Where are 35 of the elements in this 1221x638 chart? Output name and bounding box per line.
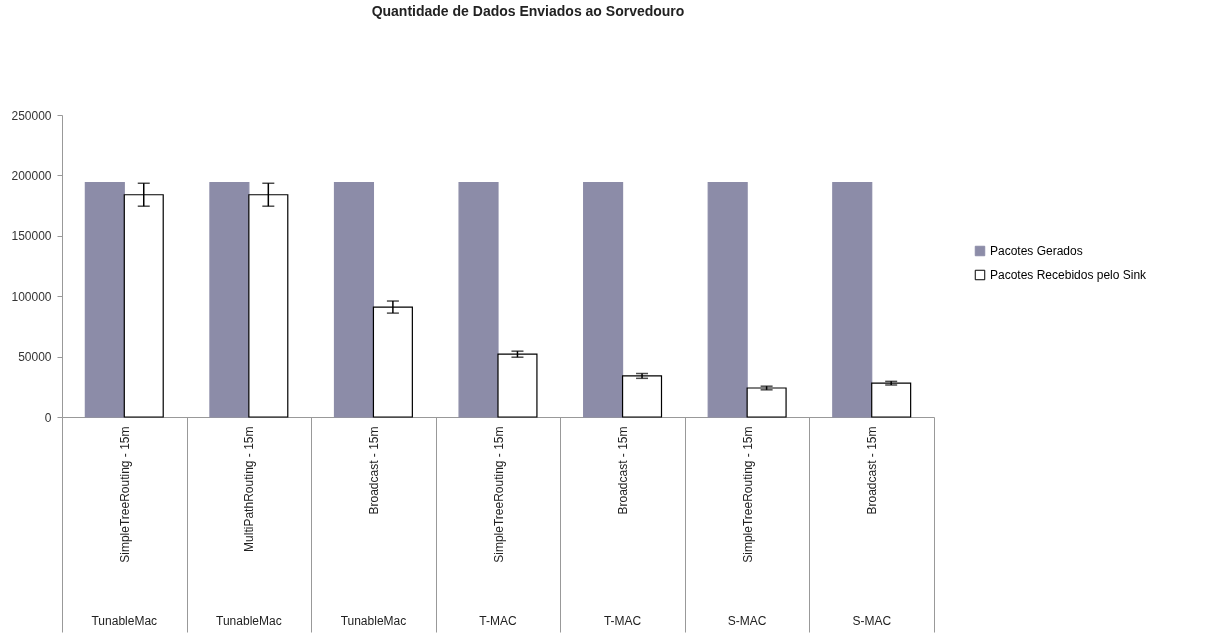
y-tick-label: 200000	[11, 168, 52, 183]
chart-title: Quantidade de Dados Enviados ao Sorvedouro	[371, 3, 685, 19]
text: TunableMac	[340, 614, 407, 628]
x-tick-label: Broadcast - 15m	[366, 426, 381, 515]
legend-label: Pacotes Recebidos pelo Sink	[990, 268, 1148, 282]
bar	[583, 182, 624, 418]
y-tick-label: 250000	[11, 108, 52, 123]
bar	[372, 306, 413, 418]
x-tick-label: SimpleTreeRouting - 15m	[117, 426, 132, 563]
bar	[84, 182, 125, 418]
y-tick-label: 50000	[18, 350, 52, 365]
bar	[832, 182, 873, 418]
legend-label: Pacotes Gerados	[990, 244, 1083, 258]
text: TunableMac	[91, 614, 158, 628]
bar	[621, 375, 663, 418]
x-tick-label: SimpleTreeRouting - 15m	[740, 426, 755, 563]
bar	[497, 353, 538, 418]
text: S-MAC	[852, 614, 892, 628]
bar	[333, 182, 375, 418]
x-tick-label: Broadcast - 15m	[616, 426, 631, 515]
x-tick-label: SimpleTreeRouting - 15m	[491, 426, 506, 563]
y-tick-label: 0	[44, 410, 52, 425]
bar	[746, 387, 787, 418]
x-tick-label: MultiPathRouting - 15m	[242, 426, 257, 552]
text: TunableMac	[216, 614, 282, 628]
bar	[871, 382, 912, 418]
x-tick-label: Broadcast - 15m	[865, 426, 880, 515]
bar	[458, 182, 499, 418]
bar	[707, 182, 748, 418]
text: T-MAC	[603, 614, 642, 628]
y-tick-label: 150000	[11, 229, 52, 244]
bar	[209, 182, 250, 418]
y-tick-label: 100000	[11, 289, 52, 304]
text: T-MAC	[479, 614, 517, 628]
text: S-MAC	[727, 614, 767, 628]
